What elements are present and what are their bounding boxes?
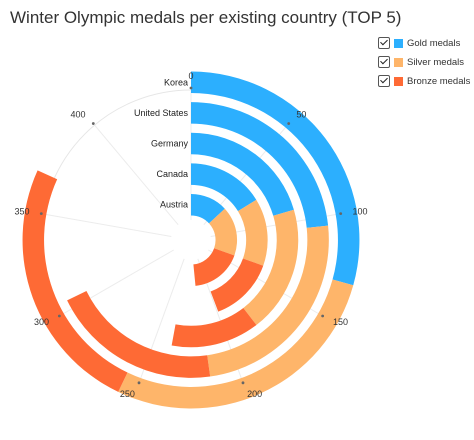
chart-title: Winter Olympic medals per existing count… — [10, 8, 402, 27]
tick-mark — [339, 212, 343, 216]
category-label-united-states: United States — [134, 108, 189, 118]
legend-label-silver: Silver medals — [407, 56, 465, 68]
tick-mark — [241, 381, 245, 385]
checkbox-icon[interactable] — [378, 37, 390, 49]
tick-label: 250 — [120, 389, 135, 399]
grid-line — [94, 124, 179, 226]
tick-mark — [57, 314, 61, 318]
tick-label: 150 — [333, 317, 348, 327]
legend: Gold medals Silver medals Bronze medals — [378, 34, 470, 91]
category-label-canada: Canada — [156, 169, 188, 179]
bar-gold-medals-germany[interactable] — [191, 132, 294, 216]
bar-silver-medals-austria[interactable] — [209, 208, 238, 256]
bar-gold-medals-canada[interactable] — [191, 163, 257, 212]
tick-mark — [287, 122, 291, 125]
bar-silver-medals-canada[interactable] — [237, 199, 268, 266]
tick-label: 300 — [34, 317, 49, 327]
tick-label: 50 — [296, 109, 306, 119]
legend-swatch-silver — [394, 57, 403, 67]
bar-gold-medals-austria[interactable] — [191, 193, 225, 224]
bar-silver-medals-korea[interactable] — [118, 279, 354, 409]
legend-item-bronze[interactable]: Bronze medals — [378, 72, 470, 90]
grid-line — [43, 213, 172, 238]
bar-silver-medals-united-states[interactable] — [207, 225, 329, 377]
tick-mark — [39, 212, 43, 216]
tick-label: 350 — [14, 207, 29, 217]
tick-mark — [321, 314, 325, 318]
legend-label-bronze: Bronze medals — [407, 75, 471, 87]
legend-swatch-bronze — [394, 76, 403, 86]
category-label-austria: Austria — [160, 200, 188, 210]
tick-label: 200 — [247, 389, 262, 399]
legend-item-gold[interactable]: Gold medals — [378, 34, 470, 52]
tick-mark — [137, 381, 141, 385]
legend-label-gold: Gold medals — [407, 37, 461, 49]
bar-bronze-medals-austria[interactable] — [193, 248, 235, 286]
bar-bronze-medals-canada[interactable] — [210, 258, 264, 312]
category-label-germany: Germany — [151, 139, 189, 149]
category-label-korea: Korea — [164, 77, 188, 87]
tick-mark — [189, 86, 193, 90]
tick-label: 0 — [188, 71, 193, 81]
checkbox-icon[interactable] — [378, 75, 390, 87]
tick-label: 100 — [353, 207, 368, 217]
checkbox-icon[interactable] — [378, 56, 390, 68]
tick-label: 400 — [71, 109, 86, 119]
tick-mark — [91, 122, 95, 125]
bar-bronze-medals-korea[interactable] — [22, 170, 128, 392]
bar-bronze-medals-united-states[interactable] — [67, 291, 211, 378]
legend-item-silver[interactable]: Silver medals — [378, 53, 470, 71]
bar-gold-medals-united-states[interactable] — [191, 102, 329, 228]
bar-gold-medals-korea[interactable] — [191, 71, 360, 286]
bar-bronze-medals-germany[interactable] — [171, 307, 257, 348]
legend-swatch-gold — [394, 38, 403, 48]
bar-silver-medals-germany[interactable] — [243, 209, 299, 325]
